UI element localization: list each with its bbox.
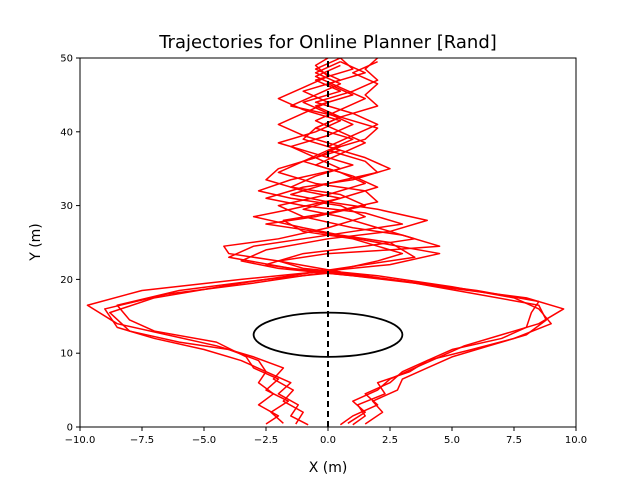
overlay-layer: [252, 58, 404, 427]
y-axis: 0 10 20 30 40 50: [60, 54, 80, 434]
y-tick-label: 30: [60, 201, 73, 212]
x-tick-label: 10.0: [565, 435, 587, 446]
y-tick-label: 0: [67, 423, 73, 434]
y-tick-label: 40: [60, 127, 73, 138]
x-tick-label: −2.5: [254, 435, 278, 446]
trajectory-line-6: [240, 61, 547, 425]
x-axis-label: X (m): [309, 460, 348, 476]
x-tick-label: 5.0: [444, 435, 460, 446]
x-tick-label: 0.0: [320, 435, 336, 446]
x-tick-label: −7.5: [130, 435, 154, 446]
x-tick-label: −10.0: [65, 435, 96, 446]
y-axis-label: Y (m): [28, 223, 44, 262]
y-tick-label: 20: [60, 275, 73, 286]
y-tick-label: 50: [60, 54, 73, 65]
x-tick-label: 7.5: [506, 435, 522, 446]
y-tick-label: 10: [60, 349, 73, 360]
trajectory-line-1: [86, 58, 441, 425]
trajectory-line-8: [277, 61, 552, 426]
obstacle-ellipse: [252, 311, 404, 358]
trajectory-line-4: [116, 58, 366, 424]
x-axis: −10.0 −7.5 −5.0 −2.5 0.0 2.5 5.0 7.5 10.0: [65, 427, 587, 446]
trajectory-line-7: [265, 64, 540, 426]
trajectory-line-3: [109, 58, 416, 426]
x-tick-label: −5.0: [192, 435, 216, 446]
chart-title: Trajectories for Online Planner [Rand]: [158, 32, 497, 53]
x-tick-label: 2.5: [382, 435, 398, 446]
